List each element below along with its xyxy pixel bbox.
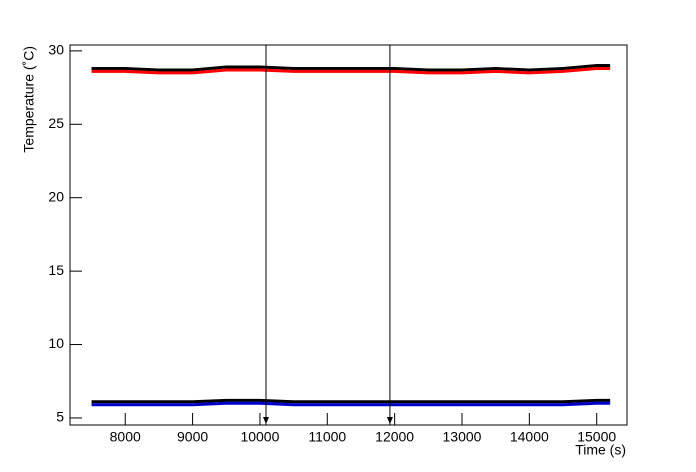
- y-tick-label: 25: [48, 115, 64, 131]
- x-tick-label: 10000: [240, 429, 279, 445]
- series-line: [91, 398, 611, 404]
- x-tick-label: 12000: [375, 429, 414, 445]
- y-tick-label: 15: [48, 262, 64, 278]
- marker-arrow: [386, 417, 393, 424]
- series-line: [91, 66, 611, 75]
- y-tick-label: 30: [48, 42, 64, 58]
- x-tick-label: 15000: [577, 429, 616, 445]
- series-line: [91, 64, 611, 72]
- x-axis-label: Time (s): [575, 442, 626, 458]
- marker-arrow: [262, 417, 269, 424]
- x-tick-label: 14000: [510, 429, 549, 445]
- y-tick-label: 20: [48, 188, 64, 204]
- y-axis-label: Temperature (˚C): [21, 46, 37, 153]
- x-tick-label: 13000: [443, 429, 482, 445]
- x-tick-label: 11000: [308, 429, 346, 445]
- x-tick-label: 9000: [177, 429, 208, 445]
- y-tick-label: 10: [48, 335, 64, 351]
- series-line: [91, 401, 611, 407]
- plot-frame: [69, 44, 628, 426]
- y-tick-label: 5: [56, 409, 64, 425]
- x-tick-label: 8000: [110, 429, 141, 445]
